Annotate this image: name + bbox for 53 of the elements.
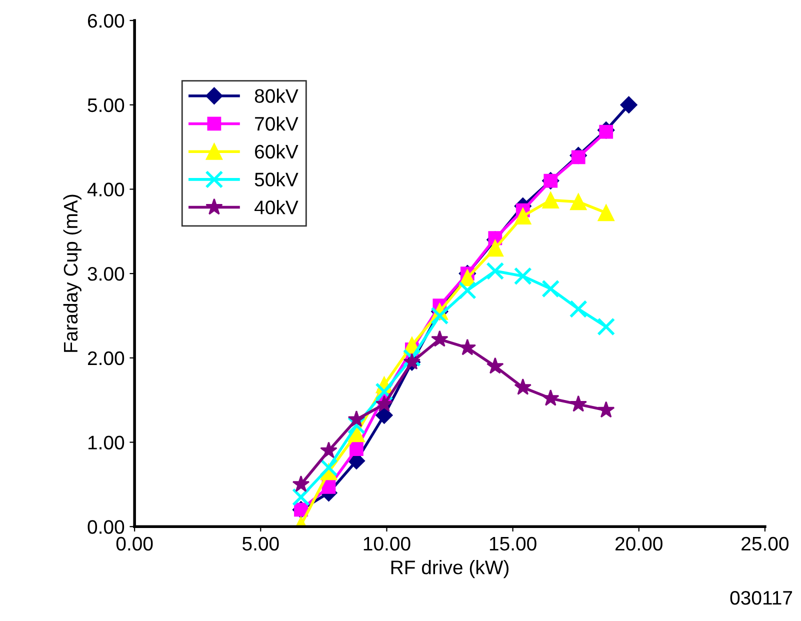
point	[570, 395, 587, 412]
point	[514, 378, 532, 395]
x-tick-label: 0.00	[116, 536, 153, 551]
point	[375, 382, 394, 401]
x-tick-label: 25.00	[742, 536, 789, 551]
y-tick-label: 5.00	[88, 98, 124, 112]
point	[292, 488, 310, 506]
y-tick-label: 2.00	[88, 351, 124, 366]
point	[620, 96, 638, 114]
x-tick-label: 15.00	[490, 536, 536, 551]
point	[514, 208, 532, 225]
point	[458, 281, 476, 300]
y-tick-label: 1.00	[88, 436, 124, 450]
point	[597, 401, 615, 418]
point	[486, 357, 504, 374]
point	[376, 395, 393, 412]
point	[569, 300, 588, 318]
point	[458, 338, 476, 356]
point	[292, 475, 310, 492]
y-tick-label: 6.00	[88, 14, 124, 28]
point	[431, 330, 448, 347]
y-axis-title: Faraday Cup (mA)	[63, 194, 82, 352]
point	[320, 458, 338, 477]
legend-label: 70kV	[255, 116, 298, 131]
point	[486, 262, 504, 280]
point	[542, 280, 560, 298]
x-tick-label: 5.00	[242, 536, 279, 551]
point	[376, 406, 393, 424]
x-axis-title: RF drive (kW)	[391, 560, 509, 578]
point	[348, 410, 366, 427]
point	[320, 442, 338, 458]
x-tick-label: 10.00	[364, 536, 410, 551]
point	[350, 442, 364, 456]
legend-label: 60kV	[255, 144, 298, 159]
point	[598, 204, 614, 222]
y-tick-label: 4.00	[87, 182, 124, 196]
point	[402, 348, 421, 367]
x-tick-label: 20.00	[616, 536, 662, 551]
point	[570, 194, 587, 210]
point	[542, 192, 559, 208]
text: 030117	[730, 590, 792, 605]
y-tick-label: 0.00	[88, 520, 124, 534]
legend-label: 80kV	[254, 88, 298, 103]
point	[597, 318, 616, 336]
legend-label: 50kV	[254, 172, 298, 186]
point	[322, 480, 336, 494]
point	[542, 389, 560, 406]
point	[430, 306, 449, 325]
legend-label: 40kV	[254, 200, 298, 214]
y-tick-label: 3.00	[88, 267, 124, 281]
point	[486, 240, 504, 257]
point	[514, 267, 532, 286]
point	[347, 416, 366, 434]
